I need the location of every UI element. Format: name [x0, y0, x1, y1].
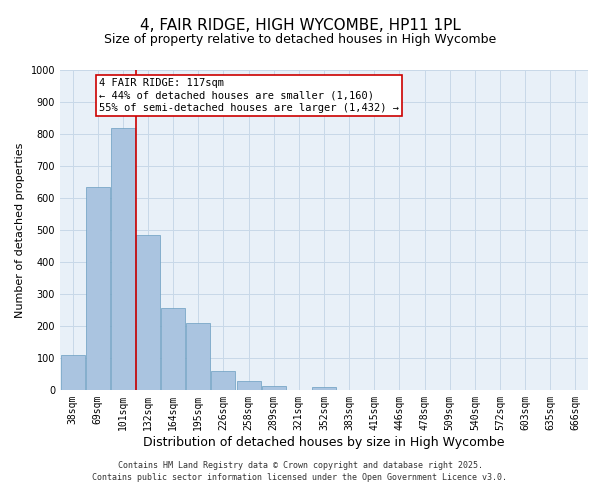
- X-axis label: Distribution of detached houses by size in High Wycombe: Distribution of detached houses by size …: [143, 436, 505, 448]
- Bar: [187, 323, 210, 390]
- Bar: [161, 308, 185, 390]
- Bar: [136, 235, 160, 390]
- Bar: [86, 187, 110, 390]
- Bar: [236, 381, 260, 390]
- Text: 4 FAIR RIDGE: 117sqm
← 44% of detached houses are smaller (1,160)
55% of semi-de: 4 FAIR RIDGE: 117sqm ← 44% of detached h…: [99, 78, 399, 113]
- Bar: [61, 355, 85, 390]
- Text: Contains HM Land Registry data © Crown copyright and database right 2025.
Contai: Contains HM Land Registry data © Crown c…: [92, 461, 508, 482]
- Text: 4, FAIR RIDGE, HIGH WYCOMBE, HP11 1PL: 4, FAIR RIDGE, HIGH WYCOMBE, HP11 1PL: [140, 18, 460, 32]
- Bar: [211, 371, 235, 390]
- Bar: [262, 386, 286, 390]
- Y-axis label: Number of detached properties: Number of detached properties: [15, 142, 25, 318]
- Bar: [312, 388, 336, 390]
- Text: Size of property relative to detached houses in High Wycombe: Size of property relative to detached ho…: [104, 32, 496, 46]
- Bar: [111, 128, 135, 390]
